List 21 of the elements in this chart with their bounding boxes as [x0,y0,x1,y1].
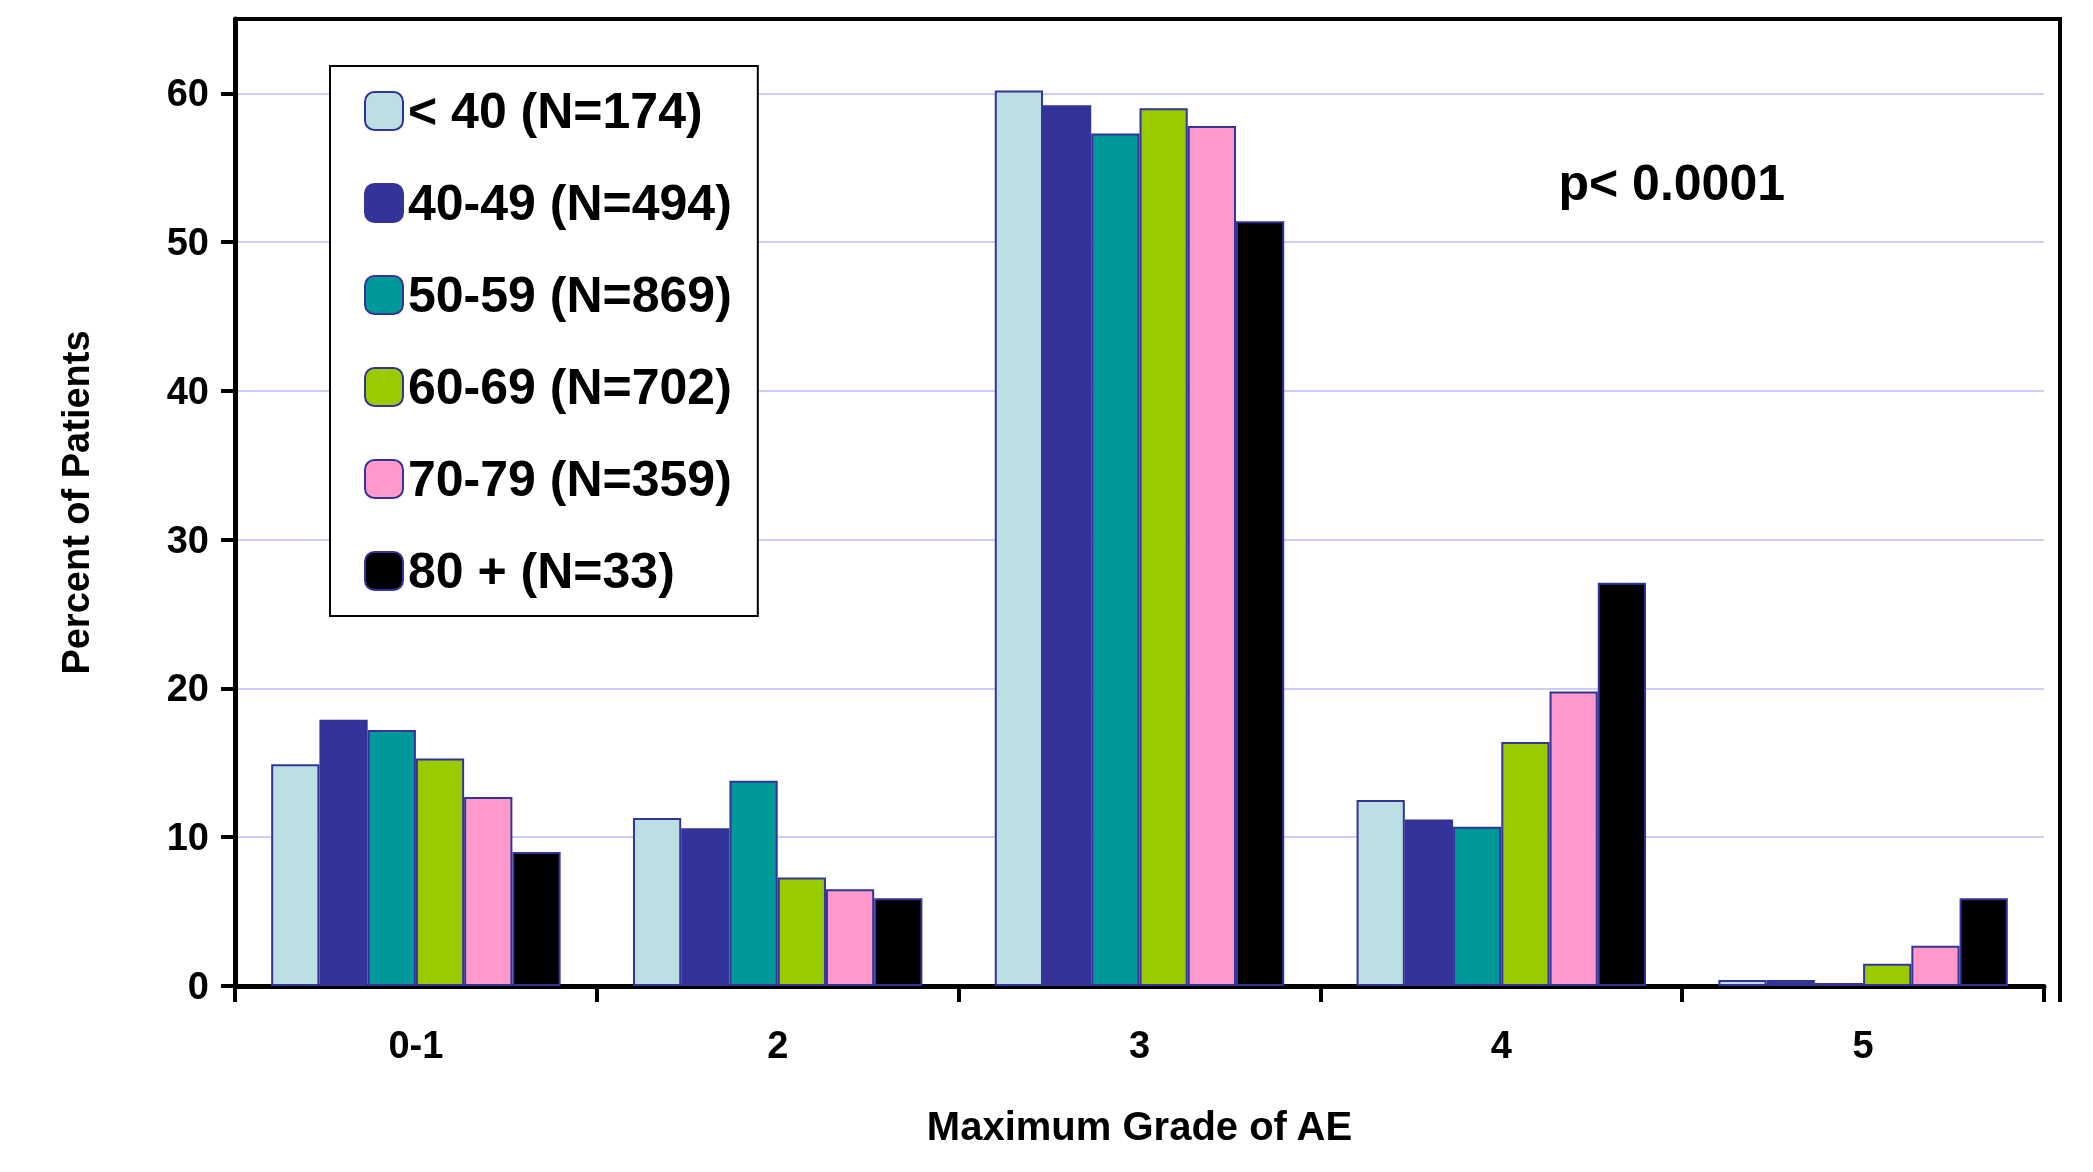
y-tick-label: 0 [187,965,209,1007]
x-tick-label: 5 [1852,1024,1874,1066]
y-tick-label: 30 [166,518,209,561]
x-tick-label: 3 [1128,1024,1151,1066]
legend-label: 70-79 (N=359) [408,451,732,507]
x-tick-label: 0-1 [388,1024,444,1066]
annotation: p< 0.0001 [1558,155,1785,211]
y-axis-title: Percent of Patients [55,330,97,675]
legend-label: 40-49 (N=494) [408,175,732,231]
legend-label: < 40 (N=174) [408,83,703,139]
y-tick-label: 40 [166,369,209,412]
y-tick-label: 50 [166,221,209,264]
x-tick-label: 4 [1490,1024,1512,1066]
legend-label: 60-69 (N=702) [408,359,732,415]
x-tick-label: 2 [767,1024,789,1066]
y-tick-label: 60 [166,72,209,115]
legend-label: 80 + (N=33) [408,543,675,599]
y-tick-label: 20 [166,667,209,710]
x-axis-title: Maximum Grade of AE [926,1104,1353,1148]
legend-label: 50-59 (N=869) [408,267,732,323]
y-tick-label: 10 [166,816,209,859]
